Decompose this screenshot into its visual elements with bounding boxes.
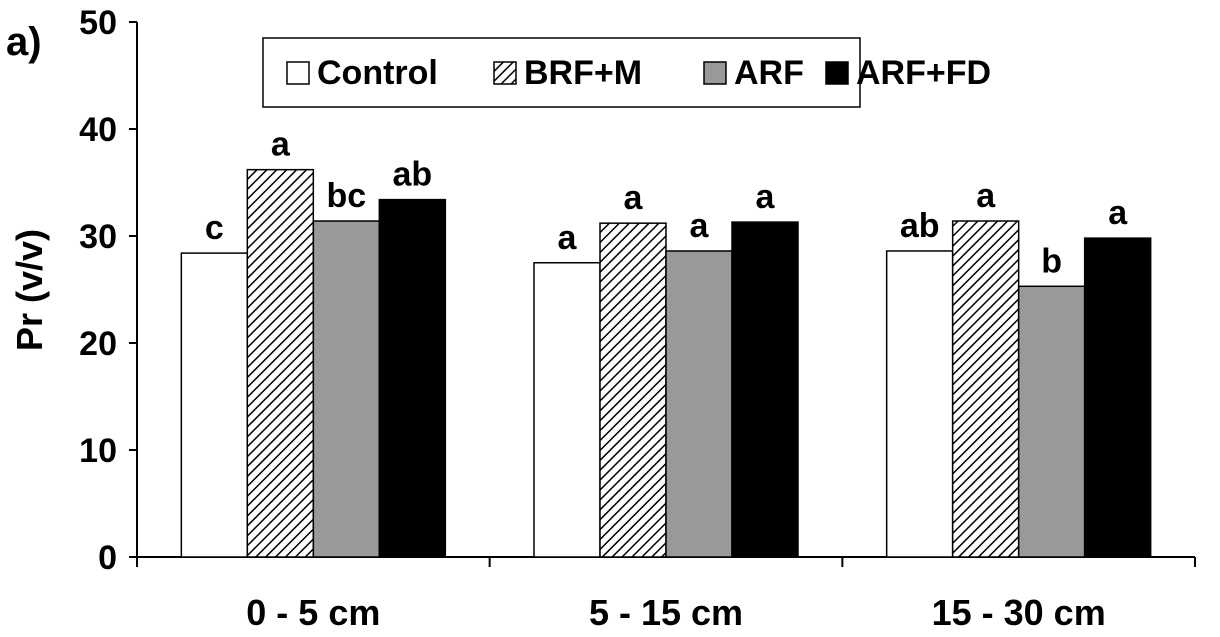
panel-label: a) xyxy=(6,20,42,64)
significance-letter: b xyxy=(1041,242,1062,280)
legend: Control BRF+M ARF ARF+FD xyxy=(262,37,991,108)
y-tick-label: 0 xyxy=(98,539,117,577)
y-axis-label: Pr (v/v) xyxy=(9,229,50,351)
bar-control xyxy=(180,252,249,558)
legend-swatch-arf xyxy=(703,61,727,85)
legend-label: ARF xyxy=(734,54,804,92)
significance-letter: a xyxy=(1108,194,1128,232)
bars-group xyxy=(180,168,1152,558)
y-tick-label: 20 xyxy=(79,325,117,363)
bar-brf-m xyxy=(951,220,1020,558)
significance-letter: a xyxy=(690,207,710,245)
bar-arf xyxy=(665,250,733,558)
significance-letter: a xyxy=(271,126,291,164)
x-tick-label: 15 - 30 cm xyxy=(932,592,1106,633)
bar-brf-m xyxy=(246,168,315,558)
bar-brf-m xyxy=(599,222,667,558)
y-tick-label: 50 xyxy=(79,4,117,42)
axes: 0 10 20 30 40 50 0 - 5 cm 5 - 15 cm 15 - 30 cm xyxy=(79,4,1196,633)
bar-arf-fd xyxy=(731,221,799,558)
bar-arf xyxy=(312,220,381,558)
significance-letter: a xyxy=(976,177,996,215)
bar-control xyxy=(885,250,954,558)
significance-letter: a xyxy=(624,179,644,217)
bar-arf xyxy=(1017,285,1086,558)
legend-swatch-brf-m xyxy=(493,61,517,85)
bar-control xyxy=(533,262,601,558)
y-tick-label: 30 xyxy=(79,218,117,256)
bar-arf-fd xyxy=(1083,237,1152,558)
legend-box xyxy=(262,37,861,108)
legend-label: BRF+M xyxy=(524,54,642,92)
y-tick-label: 10 xyxy=(79,432,117,470)
significance-letter: ab xyxy=(392,156,432,194)
bar-arf-fd xyxy=(378,198,447,558)
legend-swatch-arf-fd xyxy=(825,61,849,85)
y-tick-label: 40 xyxy=(79,111,117,149)
legend-label: Control xyxy=(317,54,438,92)
x-tick-label: 0 - 5 cm xyxy=(246,592,380,633)
significance-letter: bc xyxy=(326,177,366,215)
x-tick-label: 5 - 15 cm xyxy=(589,592,743,633)
legend-swatch-control xyxy=(286,61,310,85)
significance-letter: c xyxy=(205,209,224,247)
legend-label: ARF+FD xyxy=(856,54,991,92)
significance-letter: a xyxy=(558,219,578,257)
significance-letter: ab xyxy=(900,207,940,245)
significance-letter: a xyxy=(756,178,776,216)
